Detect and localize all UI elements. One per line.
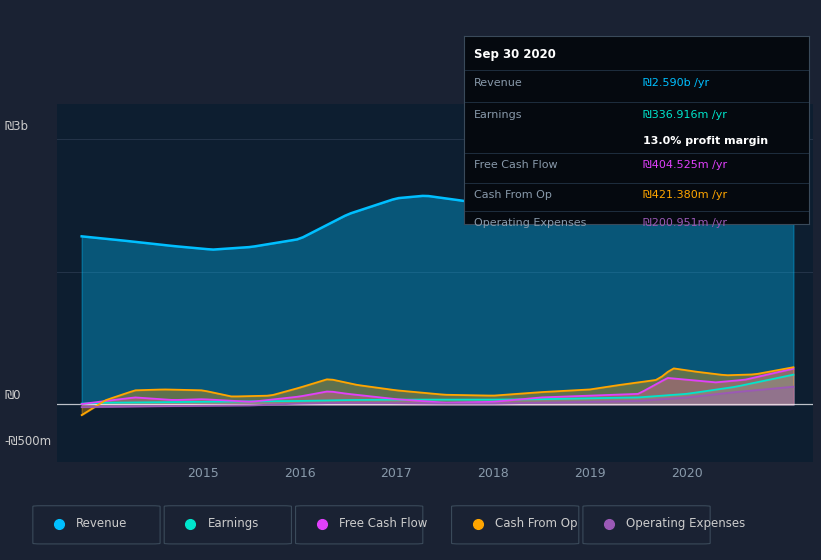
Text: ₪0: ₪0 — [4, 389, 21, 402]
Text: Earnings: Earnings — [208, 517, 259, 530]
Text: ₪404.525m /yr: ₪404.525m /yr — [643, 160, 727, 170]
Text: ₪200.951m /yr: ₪200.951m /yr — [643, 218, 727, 228]
Text: -₪500m: -₪500m — [4, 435, 51, 447]
Text: Earnings: Earnings — [475, 110, 523, 120]
Text: 13.0% profit margin: 13.0% profit margin — [643, 136, 768, 146]
Text: Cash From Op: Cash From Op — [475, 190, 552, 200]
Text: Sep 30 2020: Sep 30 2020 — [475, 48, 556, 60]
Text: Operating Expenses: Operating Expenses — [626, 517, 745, 530]
Text: Cash From Op: Cash From Op — [495, 517, 577, 530]
Text: Revenue: Revenue — [76, 517, 128, 530]
Text: Revenue: Revenue — [475, 78, 523, 88]
Text: ₪3b: ₪3b — [4, 120, 28, 133]
Text: ₪336.916m /yr: ₪336.916m /yr — [643, 110, 727, 120]
Text: ₪2.590b /yr: ₪2.590b /yr — [643, 78, 709, 88]
Text: Free Cash Flow: Free Cash Flow — [339, 517, 428, 530]
Text: Free Cash Flow: Free Cash Flow — [475, 160, 557, 170]
Text: ₪421.380m /yr: ₪421.380m /yr — [643, 190, 727, 200]
Text: Operating Expenses: Operating Expenses — [475, 218, 586, 228]
